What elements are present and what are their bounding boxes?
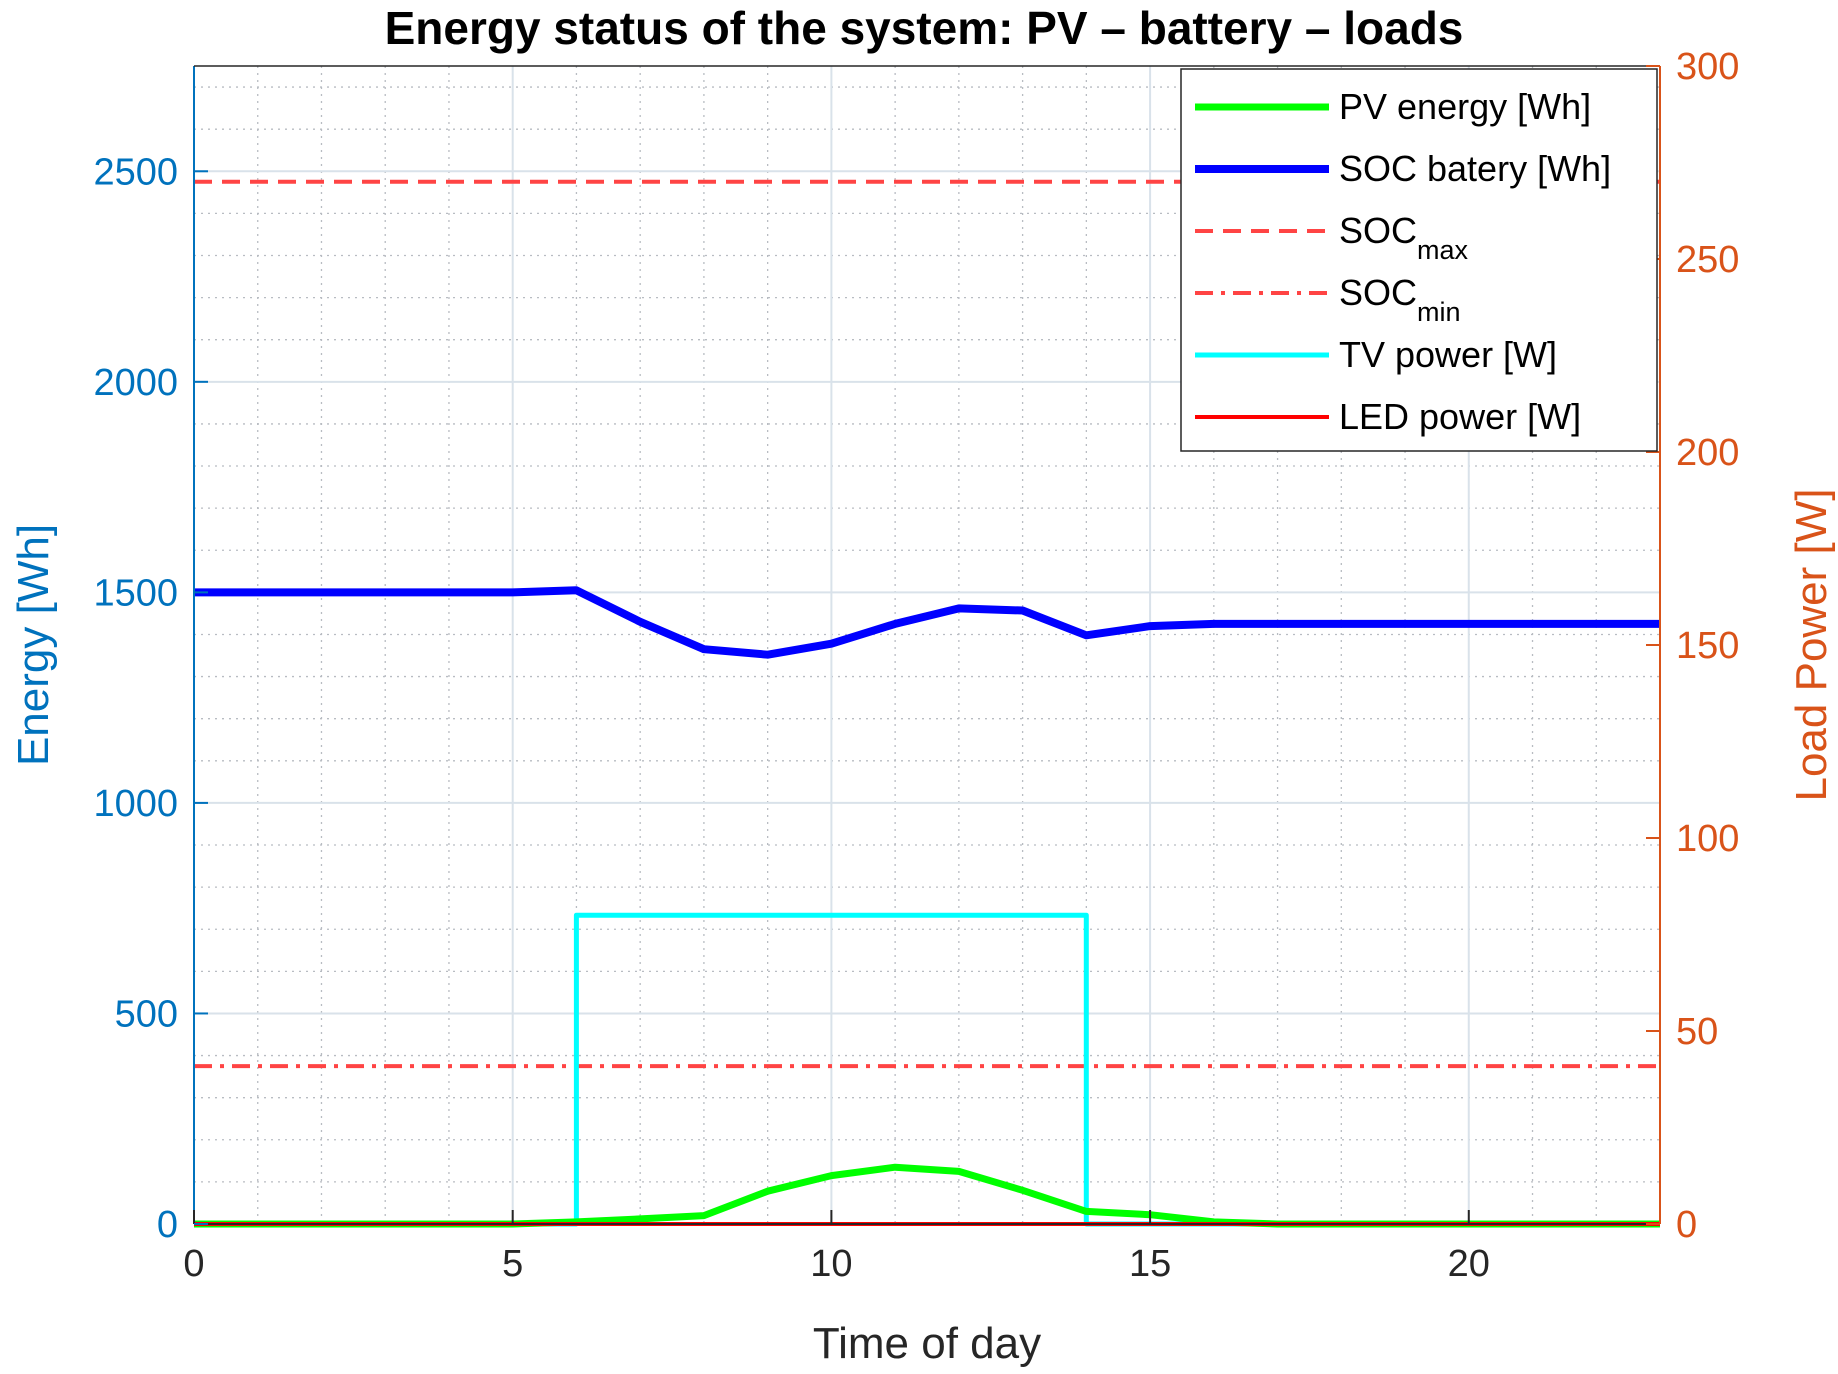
y-tick-label-left: 1500: [93, 572, 178, 614]
legend-entry-subscript: min: [1417, 297, 1461, 327]
y-tick-label-right: 200: [1676, 432, 1739, 474]
y-tick-label-left: 2000: [93, 362, 178, 404]
x-tick-label: 10: [810, 1243, 852, 1285]
y-tick-label-right: 150: [1676, 625, 1739, 667]
legend-box: [1180, 68, 1658, 452]
x-tick-label: 15: [1129, 1243, 1171, 1285]
x-tick-label: 5: [502, 1243, 523, 1285]
y-tick-label-right: 100: [1676, 818, 1739, 860]
x-tick-label: 20: [1448, 1243, 1490, 1285]
y-axis-label-right: Load Power [W]: [1787, 488, 1836, 801]
y-tick-label-left: 500: [115, 993, 178, 1035]
x-tick-label: 0: [183, 1243, 204, 1285]
legend-entry-label: TV power [W]: [1339, 334, 1557, 375]
y-tick-label-right: 250: [1676, 239, 1739, 281]
y-tick-label-right: 300: [1676, 46, 1739, 88]
legend-entry-subscript: max: [1417, 235, 1469, 265]
y-tick-label-left: 0: [157, 1204, 178, 1246]
chart-title: Energy status of the system: PV – batter…: [385, 2, 1464, 54]
legend-entry-label: LED power [W]: [1339, 396, 1581, 437]
axes: [193, 65, 1661, 1225]
y-tick-label-left: 2500: [93, 151, 178, 193]
tick-labels: 0 5 10 15 2005001000150020002500050100150200…: [93, 46, 1739, 1285]
legend-entry-label: SOC batery [Wh]: [1339, 148, 1611, 189]
y-tick-label-right: 0: [1676, 1204, 1697, 1246]
y-tick-label-right: 50: [1676, 1011, 1718, 1053]
legend: PV energy [Wh]SOC batery [Wh]SOCmaxSOCmi…: [1180, 68, 1658, 452]
y-axis-label-left: Energy [Wh]: [9, 524, 58, 766]
series-soc-batery-wh: [194, 586, 1660, 659]
legend-entry-label: PV energy [Wh]: [1339, 86, 1591, 127]
x-axis-label: Time of day: [813, 1319, 1041, 1368]
y-tick-label-left: 1000: [93, 783, 178, 825]
